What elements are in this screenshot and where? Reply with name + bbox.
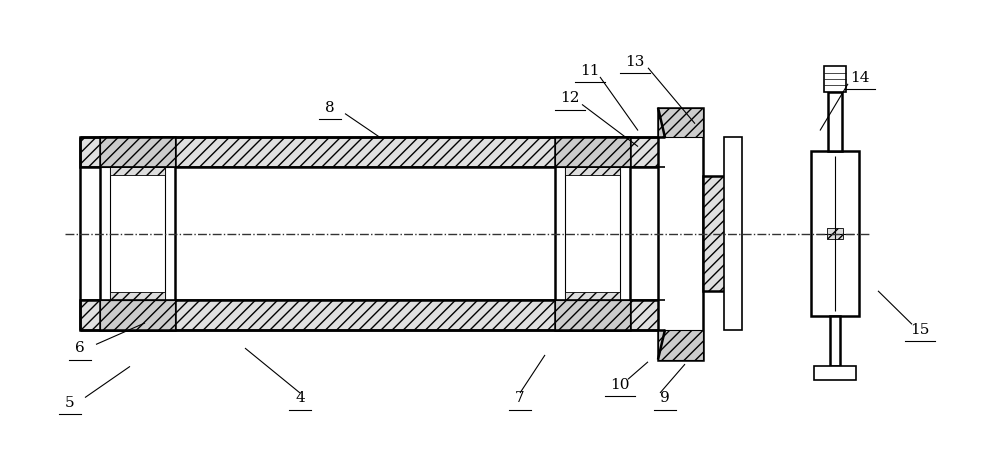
Bar [565, 167, 620, 300]
Text: 6: 6 [75, 341, 85, 355]
Bar [724, 137, 742, 330]
Bar [811, 151, 859, 316]
Bar [703, 176, 725, 291]
Text: 13: 13 [625, 55, 645, 69]
Bar [555, 137, 630, 167]
Text: 7: 7 [515, 392, 525, 405]
Text: 8: 8 [325, 101, 335, 114]
Bar [830, 316, 840, 366]
Bar [824, 66, 846, 92]
Bar [110, 292, 165, 300]
Text: 14: 14 [850, 71, 870, 85]
Text: 4: 4 [295, 392, 305, 405]
Bar [814, 366, 856, 380]
Text: 15: 15 [910, 323, 930, 337]
Bar [565, 292, 620, 300]
Bar [555, 137, 630, 330]
Bar [80, 137, 665, 167]
Text: 12: 12 [560, 92, 580, 105]
Bar [100, 137, 175, 167]
Text: 9: 9 [660, 392, 670, 405]
Bar [827, 228, 843, 239]
Bar [110, 167, 165, 300]
Text: 5: 5 [65, 396, 75, 410]
Bar [658, 330, 703, 360]
Text: 11: 11 [580, 64, 600, 78]
Bar [658, 108, 703, 360]
Text: 10: 10 [610, 378, 630, 392]
Bar [110, 167, 165, 175]
Bar [555, 300, 630, 330]
Bar [828, 92, 842, 151]
Bar [100, 300, 175, 330]
Bar [80, 300, 665, 330]
Bar [565, 167, 620, 175]
Bar [658, 108, 703, 137]
Bar [100, 137, 175, 330]
